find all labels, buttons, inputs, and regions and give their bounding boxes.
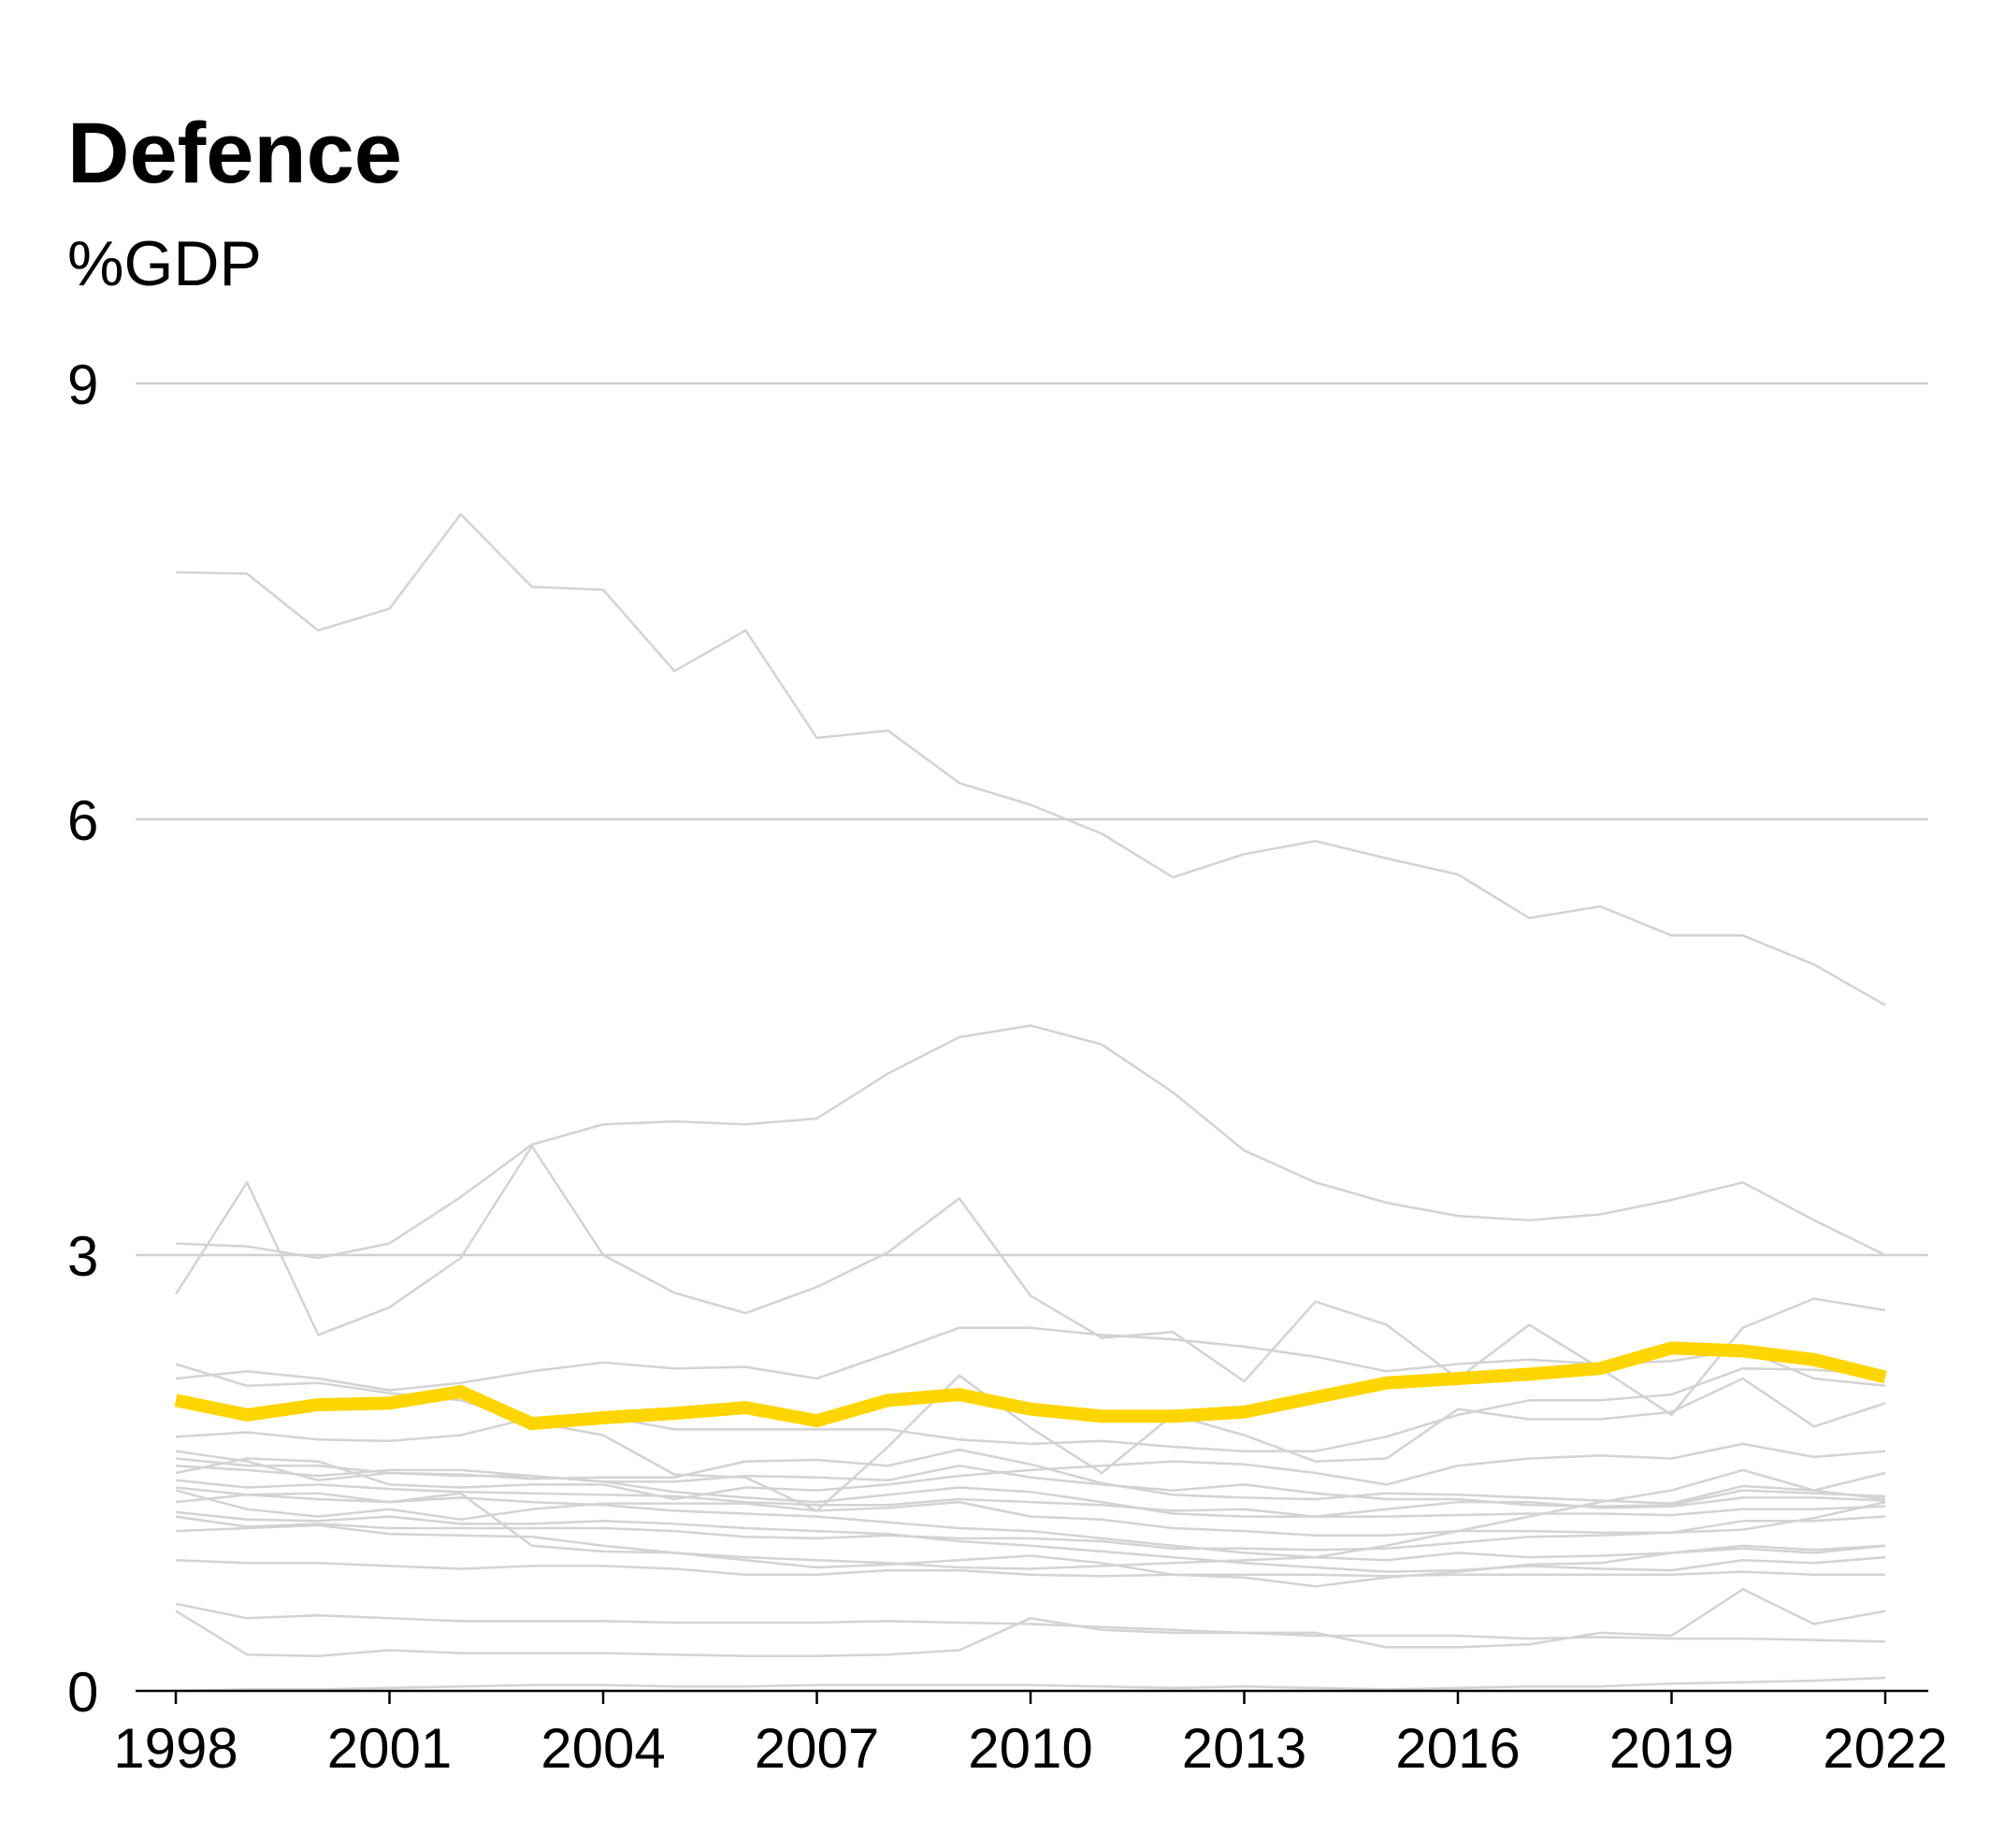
x-tick-label-2001: 2001 (327, 1717, 452, 1780)
series-line-3 (174, 1145, 1886, 1417)
chart-title: Defence (67, 106, 402, 201)
series-line-20 (175, 1442, 1886, 1501)
series-line-16 (175, 1676, 1886, 1693)
y-axis-unit-label: %GDP (67, 228, 262, 299)
x-axis: 1998 2001 2004 2007 2010 2013 2016 2019 2022 (113, 1689, 1948, 1780)
y-tick-label-6: 6 (67, 789, 98, 852)
highlight-series-group (174, 1341, 1887, 1431)
background-series-group (174, 513, 1886, 1693)
series-line-7 (175, 1464, 1886, 1518)
series-line-19 (175, 1510, 1886, 1573)
y-tick-label-3: 3 (67, 1225, 98, 1288)
x-tick-label-2019: 2019 (1609, 1717, 1734, 1780)
series-line-10 (175, 1523, 1886, 1588)
x-tick-label-2016: 2016 (1395, 1717, 1520, 1780)
series-line-11 (175, 1489, 1886, 1538)
y-tick-label-0: 0 (67, 1661, 98, 1724)
highlight-series-line (174, 1341, 1887, 1431)
series-line-18 (175, 1494, 1886, 1562)
y-tick-label-9: 9 (67, 354, 98, 416)
series-line-21 (175, 1468, 1886, 1570)
x-tick-label-2022: 2022 (1823, 1717, 1947, 1780)
series-line-17 (175, 1366, 1886, 1452)
series-line-6 (175, 1450, 1886, 1508)
x-tick-label-2013: 2013 (1182, 1717, 1306, 1780)
gridlines (136, 382, 1928, 1257)
series-line-15 (175, 1588, 1886, 1657)
series-line-13 (175, 1558, 1885, 1578)
series-line-2 (175, 1024, 1886, 1260)
x-tick-label-1998: 1998 (113, 1717, 238, 1780)
series-line-8 (175, 1479, 1886, 1518)
y-axis-tick-labels: 0 3 6 9 (67, 354, 98, 1724)
series-line-14 (175, 1602, 1886, 1643)
series-line-9 (175, 1515, 1886, 1552)
x-tick-label-2010: 2010 (968, 1717, 1092, 1780)
x-tick-label-2007: 2007 (755, 1717, 879, 1780)
series-line-12 (175, 1448, 1886, 1505)
series-line-4 (175, 1363, 1886, 1512)
series-line-1 (175, 513, 1886, 1006)
x-tick-label-2004: 2004 (541, 1717, 665, 1780)
